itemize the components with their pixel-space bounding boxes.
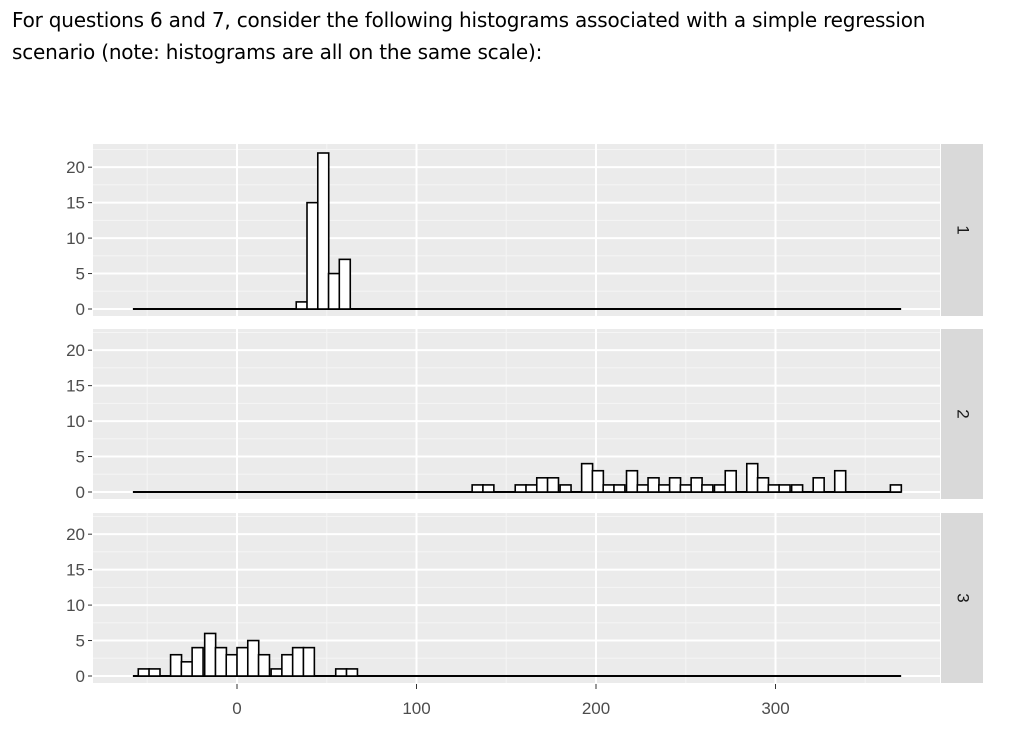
histogram-bar	[203, 632, 217, 677]
histogram-bar	[658, 484, 671, 493]
histogram-bar	[225, 653, 238, 677]
y-tick-label: 0	[76, 483, 85, 502]
histogram-bar	[191, 646, 204, 677]
x-axis: 0 100 200 300	[232, 684, 790, 718]
facet-strip-label: 3	[954, 593, 973, 602]
histogram-bar	[169, 653, 183, 677]
histogram-bar	[636, 484, 650, 493]
panel-background	[93, 329, 940, 499]
histogram-bar	[756, 477, 770, 493]
facet-strip	[941, 329, 983, 499]
facet-strip-label: 1	[954, 225, 973, 234]
histogram-bar	[745, 462, 759, 493]
facet-panel-2: 0 5 10 15 20 2	[66, 329, 983, 502]
histogram-bar	[602, 484, 615, 493]
histogram-bar	[180, 661, 194, 677]
histogram-bar	[345, 668, 359, 677]
y-tick-label: 20	[66, 525, 85, 544]
histogram-bar	[482, 484, 495, 493]
histogram-bar	[291, 646, 305, 677]
x-tick-label: 200	[582, 699, 610, 718]
facet-strip-label: 2	[954, 409, 973, 418]
x-tick-label: 100	[402, 699, 430, 718]
histogram-bar	[525, 484, 538, 493]
question-text: For questions 6 and 7, consider the foll…	[12, 4, 1022, 68]
histogram-bar	[281, 653, 294, 677]
histogram-bar	[647, 477, 660, 493]
histogram-bar	[148, 668, 161, 677]
y-tick-label: 0	[76, 667, 85, 686]
y-tick-label: 10	[66, 596, 85, 615]
histogram-bar	[236, 646, 249, 677]
y-tick-label: 10	[66, 412, 85, 431]
question-line-2: scenario (note: histograms are all on th…	[12, 40, 543, 64]
histogram-bar	[812, 477, 825, 493]
y-tick-label: 10	[66, 229, 85, 248]
histogram-bar	[591, 469, 605, 493]
facet-strip	[941, 144, 983, 316]
y-tick-label: 5	[76, 265, 85, 284]
facet-panel-3: 0 5 10 15 20 3	[66, 513, 983, 686]
histogram-bar	[833, 469, 847, 493]
histogram-bar	[535, 477, 549, 493]
y-tick-label: 0	[76, 300, 85, 319]
histogram-bar	[767, 484, 781, 493]
histogram-bar	[580, 462, 594, 493]
histogram-bar	[668, 477, 682, 493]
y-tick-label: 15	[66, 561, 85, 580]
histogram-bar	[690, 477, 703, 493]
histogram-bar	[471, 484, 484, 493]
histogram-bar	[724, 469, 737, 493]
facet-panel-1: 0 5 10 15 20 1	[66, 144, 983, 319]
histogram-bar	[613, 484, 626, 493]
histogram-bar	[246, 639, 260, 677]
histogram-bar	[302, 646, 316, 677]
histogram-bar	[137, 668, 151, 677]
y-tick-label: 5	[76, 448, 85, 467]
y-tick-label: 15	[66, 194, 85, 213]
histogram-bar	[701, 484, 714, 493]
histogram-bar	[306, 201, 319, 310]
y-tick-label: 15	[66, 377, 85, 396]
histogram-bar	[790, 484, 804, 493]
histogram-bar	[778, 484, 791, 493]
histogram-bar	[295, 301, 308, 310]
histogram-bar	[514, 484, 527, 493]
question-line-1: For questions 6 and 7, consider the foll…	[12, 8, 926, 32]
histogram-bar	[713, 484, 727, 493]
y-tick-label: 20	[66, 158, 85, 177]
histogram-bar	[270, 668, 283, 677]
histogram-bar	[327, 272, 341, 310]
histogram-bar	[546, 477, 560, 493]
histogram-bar	[334, 668, 348, 677]
histogram-bar	[679, 484, 693, 493]
panel-background	[93, 144, 940, 316]
facet-strip	[941, 513, 983, 683]
histogram-bar	[625, 469, 639, 493]
y-tick-label: 20	[66, 341, 85, 360]
y-tick-label: 5	[76, 632, 85, 651]
histogram-bar	[214, 646, 228, 677]
histogram-bar	[338, 258, 352, 310]
histogram-bar	[316, 152, 330, 310]
histogram-bar	[257, 653, 271, 677]
histogram-bar	[889, 484, 903, 493]
x-tick-label: 0	[232, 699, 241, 718]
x-tick-label: 300	[761, 699, 789, 718]
histogram-bar	[559, 484, 572, 493]
